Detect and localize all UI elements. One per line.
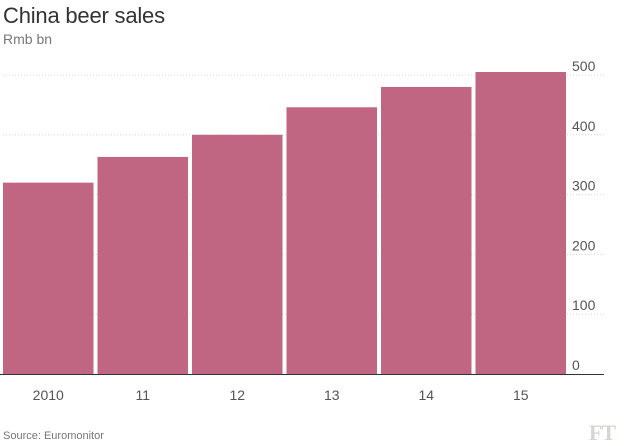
ft-logo: FT xyxy=(588,420,616,445)
bar xyxy=(192,134,283,374)
bar xyxy=(3,182,94,374)
bar xyxy=(286,107,377,375)
x-tick-label: 2010 xyxy=(33,387,64,403)
y-tick-labels: 0 100 200 300 400 500 xyxy=(572,58,596,373)
x-tick-label: 11 xyxy=(135,387,150,403)
bar xyxy=(475,72,566,374)
x-tick-label: 14 xyxy=(418,387,434,403)
bar xyxy=(381,86,472,375)
y-tick-label: 400 xyxy=(572,118,596,134)
x-tick-label: 12 xyxy=(229,387,245,403)
chart-subtitle: Rmb bn xyxy=(3,31,53,47)
y-tick-label: 0 xyxy=(572,357,580,373)
bars xyxy=(3,72,566,375)
chart-title: China beer sales xyxy=(3,3,165,28)
x-tick-labels: 2010 11 12 13 14 15 xyxy=(33,387,529,403)
bar xyxy=(97,156,188,374)
source-note: Source: Euromonitor xyxy=(3,430,104,442)
y-tick-label: 300 xyxy=(572,178,596,194)
x-tick-label: 15 xyxy=(513,387,529,403)
y-tick-label: 500 xyxy=(572,58,596,74)
y-tick-label: 100 xyxy=(572,297,596,313)
y-tick-label: 200 xyxy=(572,237,596,253)
x-tick-label: 13 xyxy=(324,387,340,403)
